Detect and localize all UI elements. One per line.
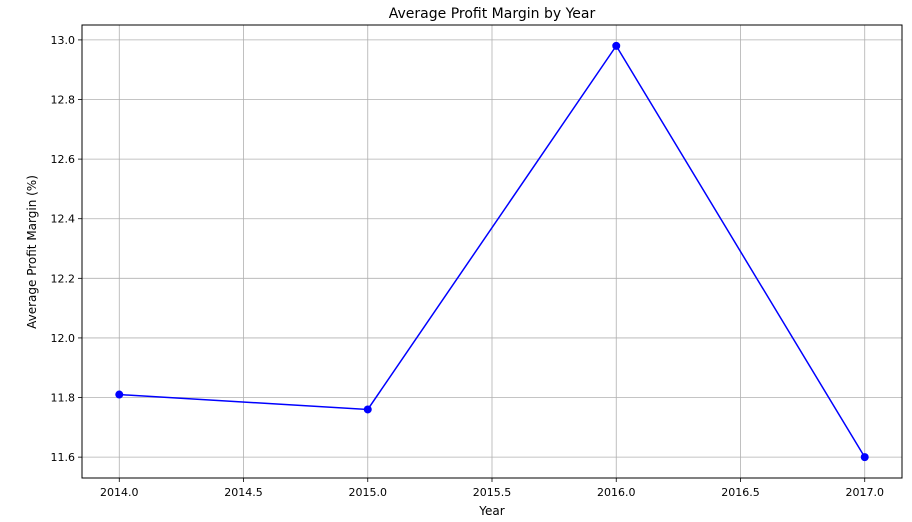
data-point bbox=[363, 405, 372, 414]
x-tick-label: 2014.5 bbox=[224, 486, 263, 499]
x-tick-label: 2017.0 bbox=[845, 486, 884, 499]
y-tick-label: 12.8 bbox=[51, 94, 76, 107]
x-tick-label: 2016.0 bbox=[597, 486, 636, 499]
y-tick-label: 12.4 bbox=[51, 213, 76, 226]
x-axis-ticks: 2014.0 2014.5 2015.0 2015.5 2016.0 2016.5 2017… bbox=[100, 478, 884, 499]
x-tick-label: 2015.5 bbox=[473, 486, 512, 499]
data-point bbox=[115, 390, 124, 399]
x-tick-label: 2014.0 bbox=[100, 486, 139, 499]
y-tick-label: 11.6 bbox=[51, 451, 76, 464]
data-point bbox=[860, 453, 869, 462]
x-axis-label: Year bbox=[478, 504, 504, 518]
x-tick-label: 2016.5 bbox=[721, 486, 760, 499]
chart-title: Average Profit Margin by Year bbox=[389, 6, 596, 22]
series-line bbox=[119, 44, 866, 458]
x-tick-label: 2015.0 bbox=[349, 486, 388, 499]
series-layer bbox=[115, 41, 869, 462]
y-tick-label: 12.2 bbox=[51, 272, 76, 285]
y-tick-label: 11.8 bbox=[51, 392, 76, 405]
y-tick-label: 12.0 bbox=[51, 332, 76, 345]
data-point bbox=[612, 41, 621, 50]
y-tick-label: 12.6 bbox=[51, 153, 76, 166]
y-axis-ticks: 11.6 11.8 12.0 12.2 12.4 12.6 12.8 13.0 bbox=[51, 34, 82, 464]
y-axis-label: Average Profit Margin (%) bbox=[25, 175, 39, 329]
y-tick-label: 13.0 bbox=[51, 34, 76, 47]
